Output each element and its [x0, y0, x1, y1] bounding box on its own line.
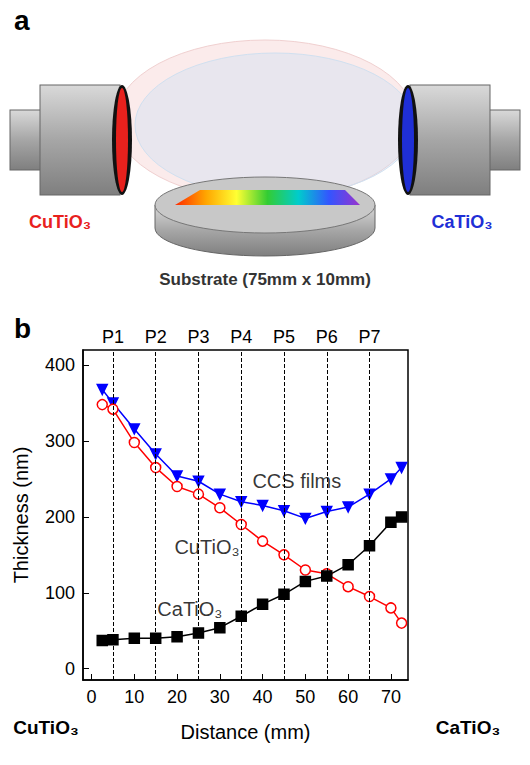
svg-text:400: 400	[45, 355, 75, 375]
svg-text:P4: P4	[230, 327, 252, 347]
svg-text:CuTiO₃: CuTiO₃	[13, 717, 78, 738]
svg-text:P5: P5	[273, 327, 295, 347]
svg-text:P1: P1	[102, 327, 124, 347]
svg-text:0: 0	[65, 659, 75, 679]
svg-text:b: b	[14, 313, 31, 344]
svg-text:CaTiO₃: CaTiO₃	[431, 212, 492, 232]
svg-text:CaTiO₃: CaTiO₃	[157, 598, 222, 620]
svg-text:P2: P2	[145, 327, 167, 347]
svg-text:30: 30	[210, 687, 230, 707]
svg-text:10: 10	[124, 687, 144, 707]
svg-text:0: 0	[87, 687, 97, 707]
svg-text:70: 70	[381, 687, 401, 707]
svg-text:40: 40	[253, 687, 273, 707]
svg-text:60: 60	[338, 687, 358, 707]
svg-text:P6: P6	[316, 327, 338, 347]
svg-text:200: 200	[45, 507, 75, 527]
svg-text:P7: P7	[358, 327, 380, 347]
svg-text:CaTiO₃: CaTiO₃	[436, 717, 500, 738]
svg-text:CuTiO₃: CuTiO₃	[29, 212, 91, 232]
svg-text:100: 100	[45, 583, 75, 603]
svg-text:Substrate (75mm x 10mm): Substrate (75mm x 10mm)	[159, 270, 371, 289]
svg-text:300: 300	[45, 431, 75, 451]
svg-text:50: 50	[295, 687, 315, 707]
svg-text:CuTiO₃: CuTiO₃	[174, 536, 239, 558]
svg-text:P3: P3	[187, 327, 209, 347]
svg-text:CCS films: CCS films	[252, 470, 341, 492]
svg-text:20: 20	[167, 687, 187, 707]
svg-text:a: a	[14, 5, 30, 36]
svg-text:Thickness (nm): Thickness (nm)	[10, 447, 32, 584]
svg-text:Distance (mm): Distance (mm)	[180, 721, 310, 743]
